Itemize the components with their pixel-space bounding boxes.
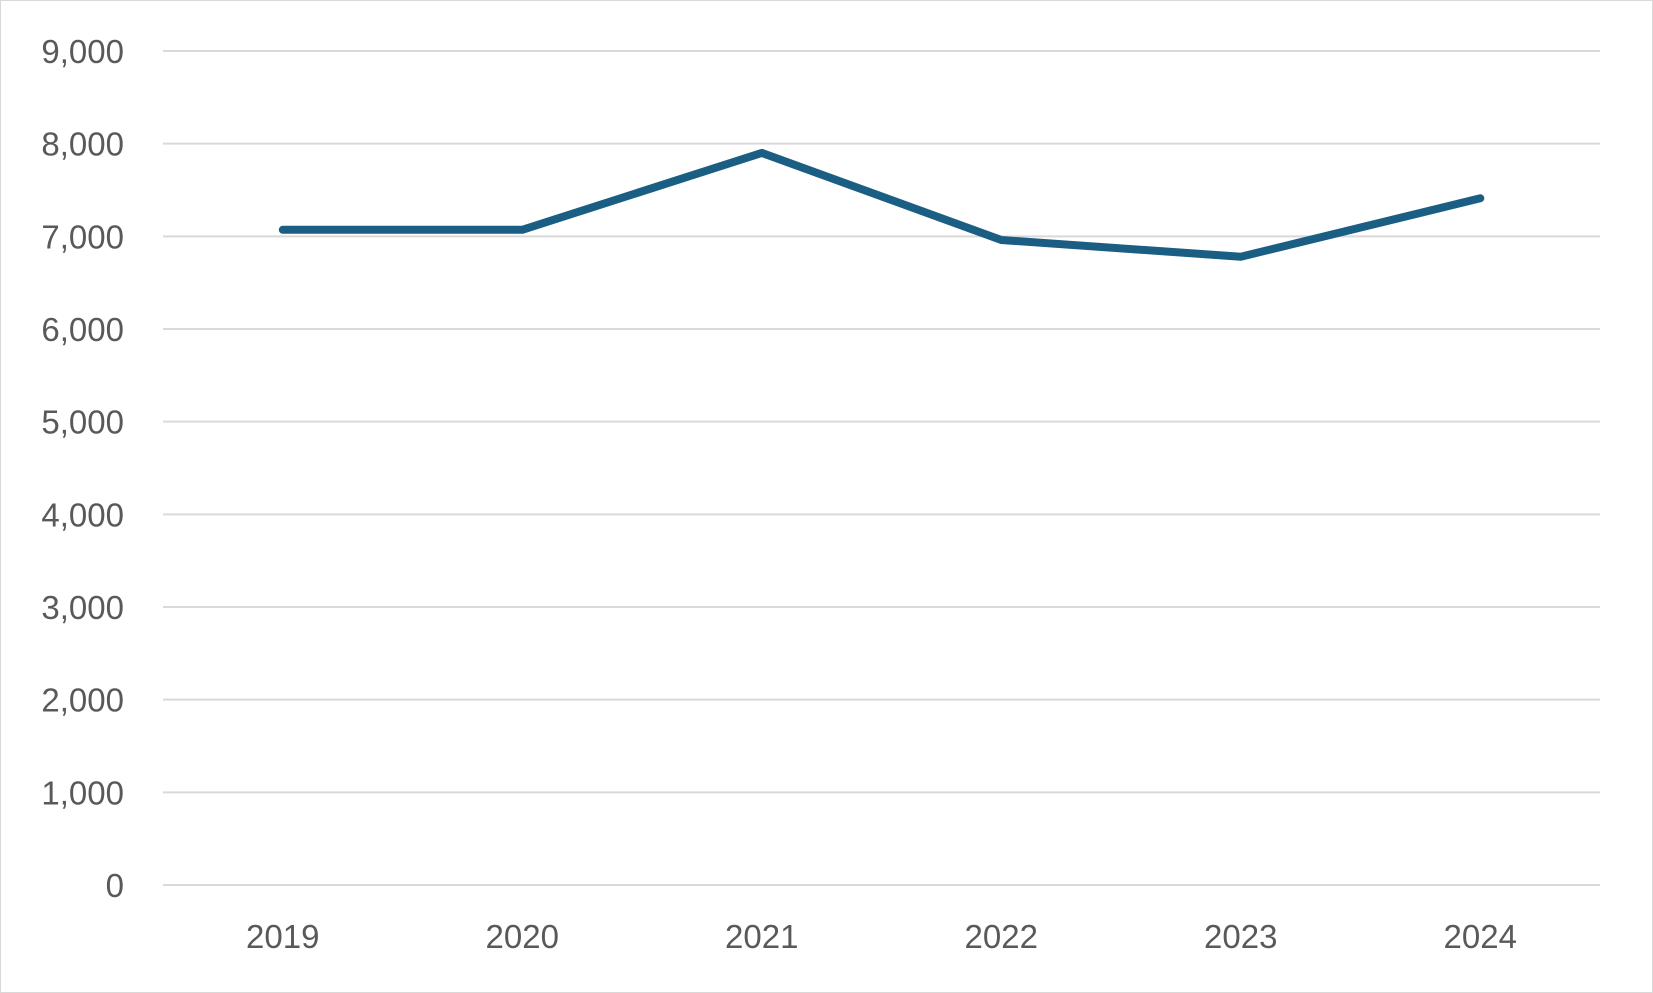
- y-tick-label: 5,000: [41, 404, 124, 441]
- y-tick-label: 4,000: [41, 496, 124, 533]
- x-tick-label: 2023: [1204, 918, 1277, 955]
- gridlines: [163, 50, 1600, 886]
- y-tick-label: 2,000: [41, 682, 124, 719]
- data-point-2021: [758, 149, 766, 157]
- y-tick-label: 6,000: [41, 311, 124, 348]
- data-point-2020: [518, 226, 526, 234]
- y-tick-label: 3,000: [41, 589, 124, 626]
- y-tick-label: 7,000: [41, 218, 124, 255]
- y-tick-label: 1,000: [41, 774, 124, 811]
- y-tick-label: 0: [106, 867, 124, 904]
- y-axis-tick-labels: 0 1,000 2,000 3,000 4,000 5,000 6,000 7,000 8,00…: [41, 33, 124, 904]
- x-tick-label: 2020: [486, 918, 559, 955]
- y-tick-label: 8,000: [41, 126, 124, 163]
- data-point-2024: [1476, 194, 1484, 202]
- x-axis-tick-labels: 2019 2020 2021 2022 2023 2024: [246, 918, 1517, 955]
- x-tick-label: 2019: [246, 918, 319, 955]
- series-line-0: [278, 148, 1485, 261]
- series-lines: [278, 148, 1485, 261]
- x-tick-label: 2022: [965, 918, 1038, 955]
- x-tick-label: 2021: [725, 918, 798, 955]
- data-point-2019: [279, 226, 287, 234]
- data-point-2023: [1237, 253, 1245, 261]
- y-tick-label: 9,000: [41, 33, 124, 70]
- data-point-2022: [997, 236, 1005, 244]
- x-tick-label: 2024: [1444, 918, 1517, 955]
